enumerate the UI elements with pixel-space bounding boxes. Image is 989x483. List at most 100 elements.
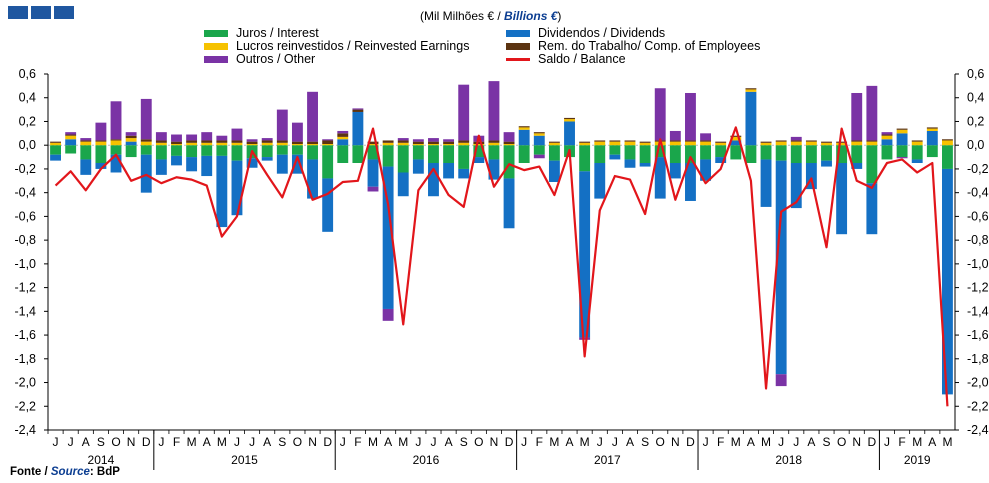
x-tick-label-month: M	[912, 435, 922, 449]
bar-employees	[926, 127, 938, 129]
bar-reinvested	[685, 141, 696, 146]
bar-employees	[50, 141, 61, 143]
y-tick-label-left: -0,4	[14, 186, 36, 200]
x-tick-label-month: M	[187, 435, 197, 449]
bar-dividends	[851, 163, 863, 169]
bar-interest	[639, 145, 651, 163]
bar-interest	[503, 145, 515, 179]
bar-other	[155, 132, 167, 141]
bar-dividends	[745, 91, 757, 146]
bar-dividends	[866, 183, 878, 235]
bar-dividends	[261, 157, 273, 161]
bar-reinvested	[639, 142, 651, 146]
bar-interest	[322, 145, 334, 179]
bar-employees	[473, 141, 485, 145]
x-tick-label-month: F	[898, 435, 905, 449]
bar-employees	[896, 128, 908, 130]
bar-employees	[291, 141, 303, 145]
bar-other	[110, 101, 122, 140]
bar-dividends	[594, 163, 606, 199]
bar-dividends	[730, 140, 742, 146]
x-tick-label-month: J	[340, 435, 346, 449]
bar-other	[80, 138, 92, 141]
bar-reinvested	[911, 141, 923, 146]
legend-item-interest: Juros / Interest	[204, 26, 319, 40]
unit-label-en: Billions €	[504, 9, 558, 23]
x-tick-label-month: J	[597, 435, 603, 449]
bar-reinvested	[926, 128, 938, 131]
bar-interest	[397, 145, 409, 173]
bar-interest	[140, 145, 152, 155]
bar-interest	[458, 145, 470, 169]
bar-dividends	[473, 157, 485, 163]
bar-reinvested	[382, 142, 394, 146]
bar-reinvested	[790, 141, 802, 146]
x-tick-label-month: J	[68, 435, 74, 449]
bar-dividends	[65, 139, 77, 146]
x-tick-label-month: J	[884, 435, 890, 449]
bar-interest	[171, 145, 182, 156]
bar-interest	[942, 145, 953, 169]
legend-item-other: Outros / Other	[204, 52, 315, 66]
bar-dividends	[896, 133, 908, 146]
y-tick-label-left: -1,4	[14, 304, 36, 318]
bar-reinvested	[473, 144, 485, 146]
x-tick-label-month: A	[807, 435, 815, 449]
bar-dividends	[352, 111, 364, 146]
bar-employees	[443, 141, 455, 145]
bar-interest	[352, 145, 364, 163]
bar-employees	[246, 141, 258, 145]
x-tick-label-month: N	[308, 435, 317, 449]
bar-employees	[669, 140, 681, 142]
bar-dividends	[775, 160, 787, 375]
chart-legend: Juros / Interest Dividendos / Dividends …	[198, 26, 818, 68]
bar-employees	[276, 140, 288, 143]
x-tick-label-month: M	[368, 435, 378, 449]
bar-dividends	[246, 158, 258, 168]
bar-reinvested	[186, 142, 198, 146]
x-tick-label-month: D	[505, 435, 514, 449]
bar-employees	[790, 140, 802, 142]
bar-interest	[443, 145, 455, 163]
bar-dividends	[533, 135, 545, 146]
y-tick-label-right: -2,4	[967, 423, 989, 437]
legend-label-balance: Saldo / Balance	[538, 52, 626, 66]
bar-reinvested	[745, 89, 757, 92]
bar-employees	[700, 140, 712, 142]
x-tick-label-month: A	[82, 435, 90, 449]
x-tick-label-month: A	[203, 435, 211, 449]
y-tick-label-right: -1,8	[967, 352, 989, 366]
x-tick-label-month: J	[521, 435, 527, 449]
x-tick-label-month: J	[703, 435, 709, 449]
y-tick-label-right: -1,0	[967, 257, 989, 271]
source-label-en: Source	[50, 466, 90, 478]
bar-other	[397, 138, 409, 141]
bar-interest	[700, 145, 712, 160]
bar-dividends	[322, 178, 334, 232]
x-tick-label-month: J	[612, 435, 618, 449]
balance-line	[54, 126, 949, 407]
legend-item-employees: Rem. do Trabalho/ Comp. of Employees	[506, 39, 760, 53]
bar-reinvested	[881, 135, 893, 140]
bar-dividends	[700, 159, 712, 181]
bar-reinvested	[80, 141, 92, 146]
y-tick-label-right: 0,6	[967, 67, 984, 81]
y-tick-label-right: -1,4	[967, 304, 989, 318]
bar-interest	[745, 145, 757, 163]
bar-interest	[790, 145, 802, 163]
bar-other	[352, 108, 364, 110]
bar-employees	[579, 141, 591, 143]
x-tick-label-month: J	[793, 435, 799, 449]
bar-dividends	[367, 159, 379, 187]
bar-employees	[805, 140, 817, 142]
x-tick-label-month: S	[641, 435, 649, 449]
bar-reinvested	[443, 144, 455, 146]
bar-dividends	[125, 141, 137, 146]
x-tick-label-month: J	[234, 435, 240, 449]
x-tick-label-month: M	[761, 435, 771, 449]
bar-other	[896, 157, 908, 159]
bar-employees	[881, 134, 893, 136]
x-tick-label-month: O	[656, 435, 665, 449]
